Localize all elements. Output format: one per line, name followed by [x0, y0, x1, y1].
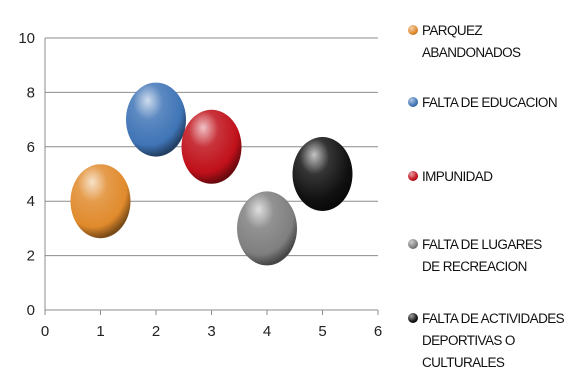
legend-label: IMPUNIDAD — [422, 169, 493, 184]
legend-marker-orange — [408, 25, 418, 35]
x-tick-label: 5 — [318, 323, 326, 340]
legend-marker-blue — [408, 97, 418, 107]
bubble-chart: 0 2 4 6 8 10 0 1 2 3 4 5 6 PARQUEZ ABANDONADOS FALTA… — [18, 0, 580, 370]
data-point-1 — [70, 164, 131, 239]
chart-plot-area: 0 2 4 6 8 10 0 1 2 3 4 5 6 — [18, 30, 382, 340]
data-point-2 — [126, 82, 186, 157]
legend-marker-red — [408, 171, 418, 181]
data-point-4 — [237, 191, 297, 266]
legend-marker-gray — [408, 239, 418, 249]
legend-marker-black — [408, 313, 418, 323]
x-tick-label: 0 — [41, 323, 49, 340]
legend-label: FALTA DE ACTIVIDADES DEPORTIVAS O CULTUR… — [422, 311, 565, 370]
y-tick-label: 2 — [27, 248, 35, 265]
x-tick-label: 6 — [374, 323, 382, 340]
legend-label: FALTA DE LUGARES DE RECREACION — [422, 237, 542, 274]
chart-legend: PARQUEZ ABANDONADOS FALTA DE EDUCACION I… — [408, 0, 580, 370]
x-tick-label: 2 — [152, 323, 160, 340]
legend-item-falta-de-educacion: FALTA DE EDUCACION — [408, 92, 580, 114]
data-point-3 — [181, 109, 242, 184]
legend-item-parquez-abandonados: PARQUEZ ABANDONADOS — [408, 20, 580, 64]
legend-label: FALTA DE EDUCACION — [422, 95, 558, 110]
y-tick-label: 4 — [27, 193, 35, 210]
y-tick-label: 8 — [27, 84, 35, 101]
legend-label: PARQUEZ ABANDONADOS — [422, 23, 521, 60]
legend-item-falta-de-lugares: FALTA DE LUGARES DE RECREACION — [408, 234, 552, 278]
x-tick-label: 1 — [96, 323, 104, 340]
x-tick-label: 4 — [263, 323, 271, 340]
y-tick-label: 10 — [18, 30, 35, 47]
legend-item-falta-de-actividades: FALTA DE ACTIVIDADES DEPORTIVAS O CULTUR… — [408, 308, 580, 374]
data-point-5 — [292, 137, 353, 211]
x-tick-label: 3 — [207, 323, 215, 340]
y-tick-label: 6 — [27, 139, 35, 156]
y-tick-label: 0 — [27, 302, 35, 319]
legend-item-impunidad: IMPUNIDAD — [408, 166, 580, 188]
